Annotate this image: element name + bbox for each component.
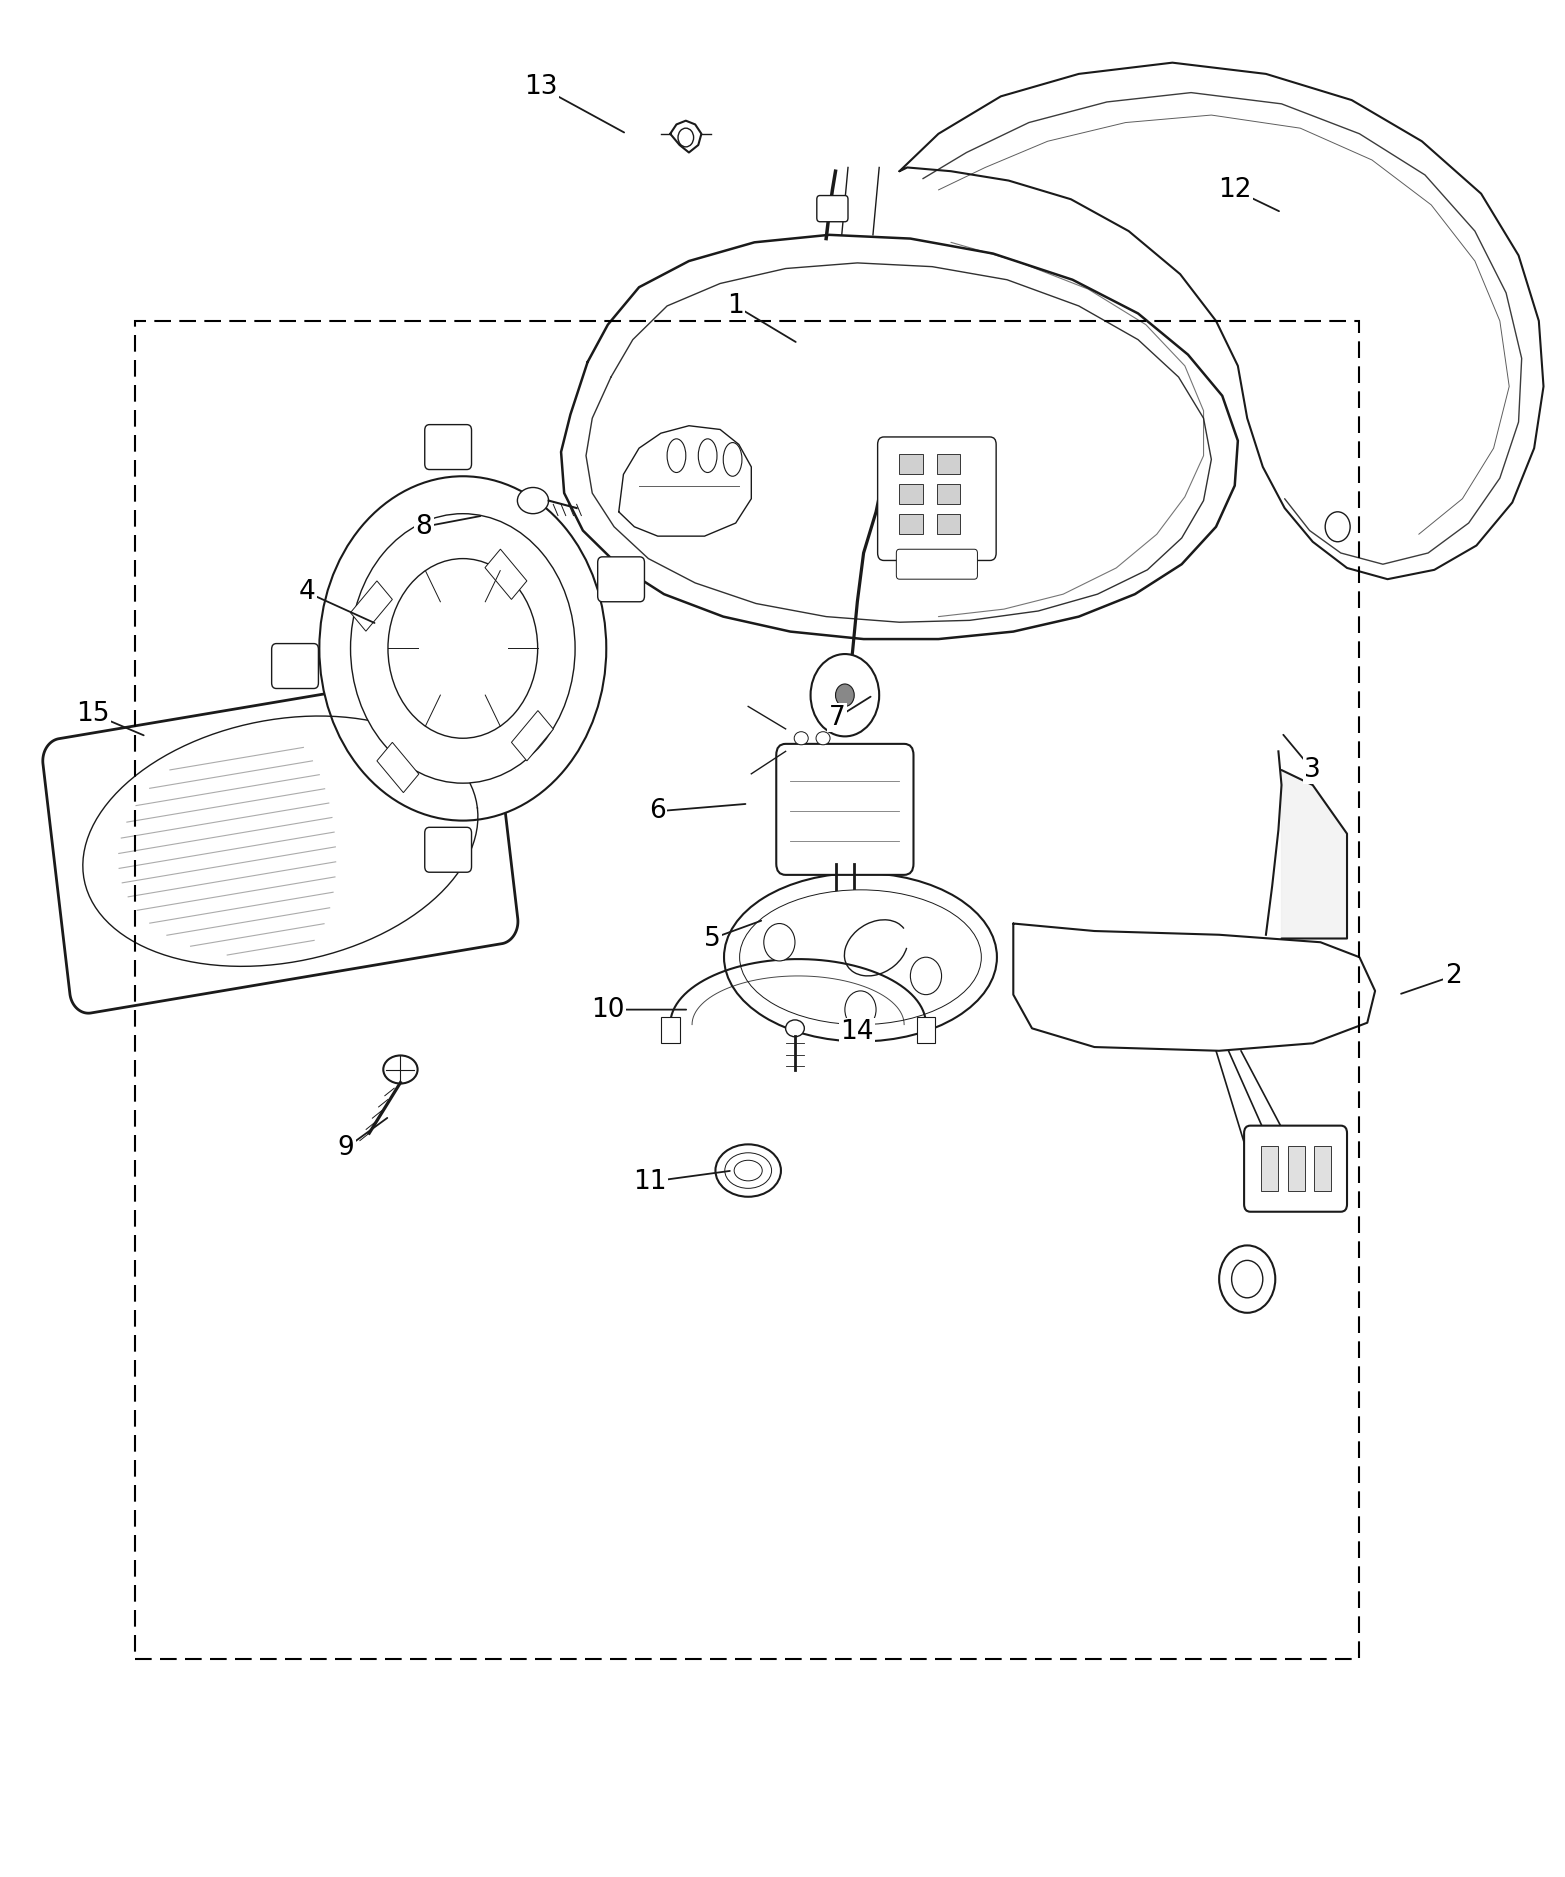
Text: 5: 5 [704,925,721,952]
Text: 4: 4 [299,580,315,604]
Circle shape [845,991,876,1029]
Text: 8: 8 [415,514,432,541]
Circle shape [1219,1246,1275,1312]
Bar [900,484,923,505]
Bar [135,321,1360,1659]
FancyBboxPatch shape [897,550,978,580]
Circle shape [764,923,795,961]
Bar [351,580,393,631]
Text: 6: 6 [649,798,667,824]
Text: 7: 7 [829,704,845,730]
Ellipse shape [715,1145,781,1198]
Circle shape [1326,512,1351,542]
Text: 9: 9 [338,1136,354,1162]
FancyBboxPatch shape [776,743,914,875]
Ellipse shape [786,1019,804,1036]
Ellipse shape [723,443,742,477]
Bar [1288,1147,1305,1192]
Circle shape [1232,1259,1263,1297]
Text: 3: 3 [1304,756,1321,783]
Circle shape [319,477,606,820]
Circle shape [811,653,880,736]
Text: 2: 2 [1444,963,1462,989]
Circle shape [388,559,538,738]
Circle shape [836,683,854,706]
Text: 11: 11 [634,1169,667,1196]
Bar [937,514,961,535]
FancyBboxPatch shape [598,557,645,603]
FancyBboxPatch shape [878,437,997,561]
FancyBboxPatch shape [424,828,471,873]
Ellipse shape [518,488,549,514]
Text: 13: 13 [524,73,557,99]
Ellipse shape [698,439,717,473]
Circle shape [351,514,574,783]
Ellipse shape [725,873,997,1042]
FancyBboxPatch shape [424,424,471,469]
Polygon shape [42,670,518,1014]
Bar [1261,1147,1279,1192]
Text: 12: 12 [1218,176,1252,203]
Circle shape [911,957,942,995]
Bar [900,454,923,475]
Bar [937,484,961,505]
FancyBboxPatch shape [272,644,318,689]
FancyBboxPatch shape [1244,1126,1347,1213]
Ellipse shape [793,732,808,745]
FancyBboxPatch shape [817,195,848,221]
Ellipse shape [383,1055,418,1083]
Ellipse shape [667,439,685,473]
Bar [937,454,961,475]
Circle shape [678,128,693,146]
Ellipse shape [740,890,981,1025]
Ellipse shape [815,732,829,745]
Bar [377,741,419,792]
Text: 10: 10 [592,997,624,1023]
Text: 14: 14 [840,1019,875,1045]
Bar [1315,1147,1332,1192]
Text: 15: 15 [77,700,110,726]
Ellipse shape [734,1160,762,1181]
Bar [660,1017,679,1044]
Bar [512,711,554,760]
Ellipse shape [725,1152,772,1188]
Text: 1: 1 [728,293,743,319]
Bar [900,514,923,535]
Bar [917,1017,936,1044]
Polygon shape [1282,770,1347,938]
Bar [485,550,527,599]
